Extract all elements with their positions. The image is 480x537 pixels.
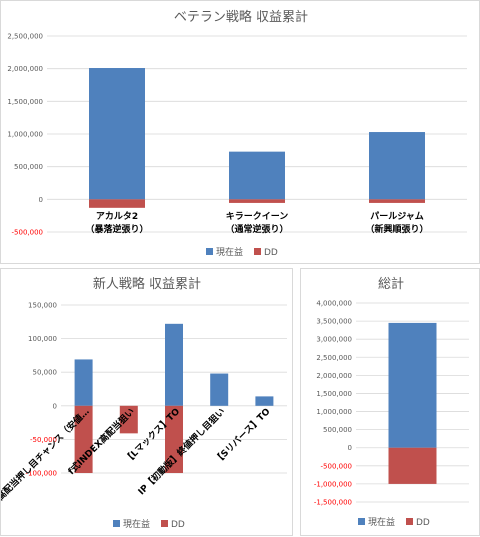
bar-current-profit [74,359,93,406]
bar-current-profit [255,396,274,406]
newcomer-strategy-chart-panel: 新人戦略 収益累計 -100,000 -50,000 0 50,000 100,000 15… [0,268,293,536]
chart-title: 総計 [378,276,404,292]
legend-label: DD [264,248,278,258]
y-tick-label: 4,000,000 [316,300,352,308]
total-chart: 総計 -1,500,000 -1,000,000 -500,000 0 500,000 1,… [314,276,469,528]
newcomer-strategy-chart: 新人戦略 収益累計 -100,000 -50,000 0 50,000 100,000 15… [1,276,287,530]
chart-title: ベテラン戦略 収益累計 [174,9,308,25]
y-tick-label: -100,000 [26,470,57,478]
legend-swatch [113,520,120,527]
legend-swatch [254,248,261,255]
bar-current-profit [388,322,437,448]
y-tick-label: 3,500,000 [316,318,352,326]
bar-current-profit [369,132,425,200]
bar-current-profit [229,151,285,200]
legend-label: DD [171,520,185,530]
total-chart-panel: 総計 -1,500,000 -1,000,000 -500,000 0 500,000 1,… [300,268,480,536]
y-tick-label: 1,500,000 [316,390,352,398]
y-tick-label: 1,500,000 [7,98,43,106]
y-tick-label: 0 [39,196,43,204]
y-tick-label: 500,000 [323,426,352,434]
y-tick-label: 500,000 [14,163,43,171]
legend-swatch [406,518,413,525]
bar-current-profit [165,323,183,406]
y-tick-label: 1,000,000 [316,408,352,416]
category-label: パールジャム（新興順張り） [365,210,428,235]
legend-swatch [161,520,168,527]
y-tick-label: 100,000 [28,335,57,343]
y-tick-label: 1,000,000 [7,131,43,139]
legend-label: 現在益 [123,518,150,530]
y-tick-label: 0 [348,444,352,452]
bar-drawdown [369,199,425,203]
y-tick-label: -1,500,000 [314,499,352,507]
legend-swatch [358,518,365,525]
category-label: キラークイーン（通常逆張り） [225,211,288,235]
y-tick-label: 2,000,000 [7,65,43,73]
y-tick-label: 2,500,000 [7,33,43,41]
bar-current-profit [89,68,145,200]
bar-drawdown [165,405,183,473]
bar-drawdown [74,405,93,473]
bar-drawdown [229,199,285,203]
legend-label: DD [416,518,430,528]
veteran-strategy-chart: ベテラン戦略 収益累計 -500,000 0 500,000 1,000,000 1,50… [7,9,467,258]
y-tick-label: 50,000 [33,369,58,377]
legend-swatch [206,248,213,255]
y-tick-label: 3,000,000 [316,336,352,344]
legend-label: 現在益 [216,246,243,258]
category-label: アカルタ2 （暴落逆張り） [85,210,148,235]
chart-title: 新人戦略 収益累計 [93,276,201,292]
bar-drawdown [89,199,145,208]
bar-current-profit [210,373,229,406]
y-tick-label: -500,000 [12,229,43,237]
y-tick-label: -1,000,000 [314,480,352,488]
y-tick-label: 2,500,000 [316,354,352,362]
bar-drawdown [119,405,138,434]
y-tick-label: 2,000,000 [316,372,352,380]
legend-label: 現在益 [368,516,395,528]
bar-drawdown [388,447,437,484]
y-tick-label: 0 [53,402,57,410]
veteran-strategy-chart-panel: ベテラン戦略 収益累計 -500,000 0 500,000 1,000,000 1,50… [0,0,480,264]
y-tick-label: 150,000 [28,302,57,310]
y-tick-label: -500,000 [321,462,352,470]
y-tick-label: -50,000 [30,436,57,444]
